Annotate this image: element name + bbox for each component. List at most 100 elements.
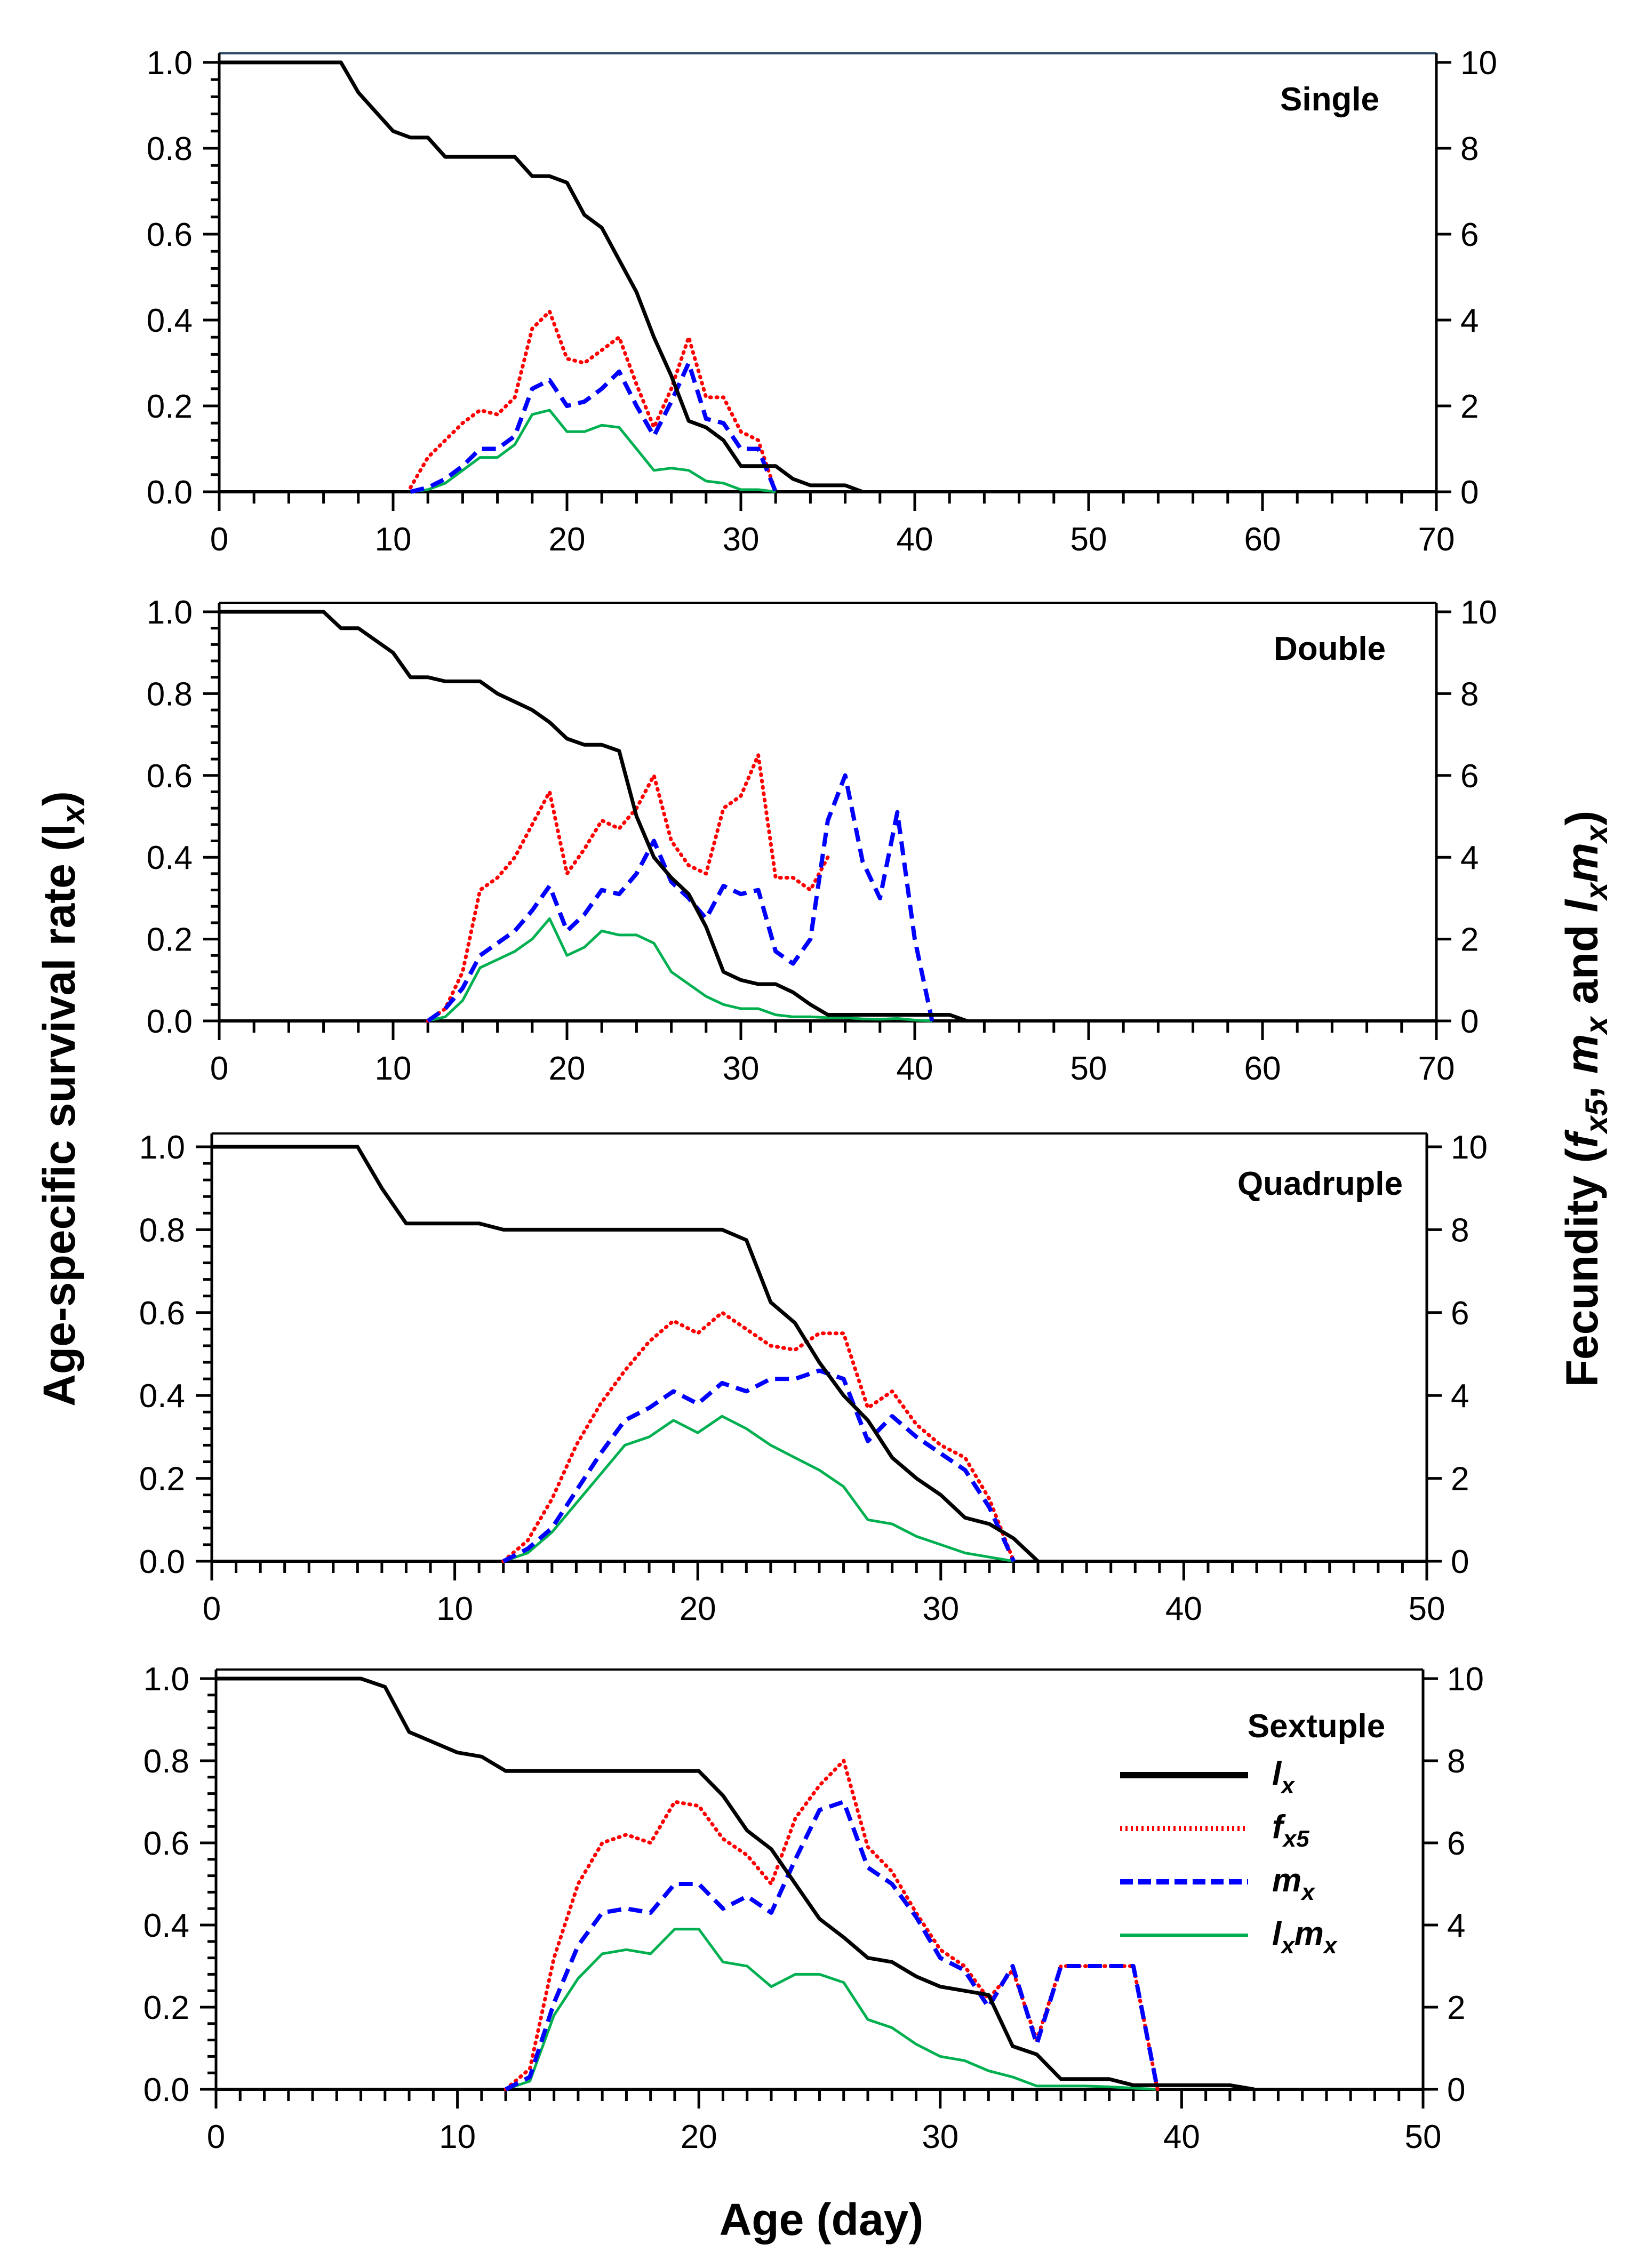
x-tick-label: 30: [922, 1591, 959, 1627]
y-right-tick-label: 4: [1447, 1907, 1465, 1944]
series-line-lx: [219, 610, 968, 1023]
x-tick-label: 20: [680, 1591, 716, 1627]
series-line-fx5: [426, 753, 830, 1023]
y-left-tick-label: 0.0: [147, 1003, 193, 1040]
x-tick-label: 30: [723, 521, 760, 558]
y-left-tick-label: 1.0: [143, 1661, 189, 1698]
series-line-mx: [505, 1800, 1160, 2091]
x-tick-label: 10: [439, 2119, 476, 2155]
x-tick-label: 50: [1070, 1050, 1107, 1087]
y-right-tick-label: 0: [1451, 1544, 1469, 1580]
series-line-lxmx: [427, 917, 932, 1023]
legend-label-lx: lx: [1272, 1755, 1295, 1799]
y-left-tick-label: 0.4: [143, 1907, 189, 1944]
x-tick-label: 40: [1163, 2119, 1200, 2155]
y-left-tick-label: 1.0: [147, 45, 193, 82]
panel-title: Double: [1274, 630, 1386, 667]
x-tick-label: 60: [1244, 521, 1281, 558]
x-tick-label: 0: [203, 1591, 221, 1627]
x-tick-label: 40: [897, 1050, 933, 1087]
y-axis-left-title-sub: x: [55, 804, 91, 825]
y-left-tick-label: 0.4: [147, 302, 193, 339]
y-axis-left-title-close: ): [34, 791, 84, 806]
y-right-tick-label: 8: [1460, 131, 1479, 167]
x-tick-label: 20: [549, 1050, 586, 1087]
legend-label-lxmx: lxmx: [1272, 1915, 1338, 1959]
series-line-mx: [502, 1368, 1016, 1563]
y-left-tick-label: 0.6: [139, 1295, 185, 1332]
y-right-tick-label: 6: [1460, 758, 1479, 795]
y-right-tick-label: 0: [1460, 474, 1479, 511]
x-tick-label: 40: [897, 521, 933, 558]
y-right-tick-label: 2: [1460, 388, 1479, 425]
x-axis-title: Age (day): [720, 2194, 924, 2245]
y-axis-left-title: Age-specific survival rate (lx): [34, 791, 91, 1407]
panel-quadruple: 0 10 20 30 40 50 0.0 0.2 0.4 0.6 0.8 1.0 0 2 4 6 8 10 Quad…: [139, 1129, 1488, 1627]
y-left-tick-label: 0.2: [147, 922, 193, 959]
x-tick-label: 0: [207, 2119, 225, 2155]
y-right-tick-label: 10: [1460, 594, 1497, 631]
y-right-tick-label: 6: [1451, 1295, 1469, 1332]
series-line-lxmx: [505, 1928, 1158, 2091]
y-right-tick-label: 10: [1460, 45, 1497, 82]
y-left-tick-label: 0.2: [139, 1461, 185, 1498]
y-left-tick-label: 1.0: [147, 594, 193, 631]
series-line-mx: [410, 361, 778, 494]
y-right-tick-label: 6: [1447, 1825, 1465, 1862]
y-axis-left-title-main: Age-specific survival rate (l: [34, 824, 84, 1406]
panel-sextuple: 0 10 20 30 40 50 0.0 0.2 0.4 0.6 0.8 1.0 0 2 4 6 8 10 Sext…: [143, 1661, 1484, 2155]
series-line-fx5: [501, 1311, 1016, 1563]
y-left-tick-label: 0.8: [147, 131, 193, 167]
x-tick-label: 50: [1409, 1591, 1445, 1627]
y-left-tick-label: 0.0: [143, 2072, 189, 2109]
panel-title: Quadruple: [1237, 1165, 1403, 1202]
y-right-tick-label: 4: [1460, 302, 1479, 339]
series-line-lxmx: [410, 409, 776, 493]
y-right-tick-label: 8: [1451, 1212, 1469, 1249]
y-left-tick-label: 0.6: [147, 758, 193, 795]
x-tick-label: 10: [375, 1050, 412, 1087]
x-tick-label: 70: [1418, 521, 1455, 558]
panel-double: 0 10 20 30 40 50 60 70 0.0 0.2 0.4 0.6 0.8 1.0 0 2 4 6 8 10…: [147, 594, 1497, 1087]
x-tick-label: 50: [1070, 521, 1107, 558]
x-tick-label: 50: [1405, 2119, 1442, 2155]
x-tick-label: 20: [549, 521, 586, 558]
x-tick-label: 30: [922, 2119, 958, 2155]
y-left-tick-label: 0.6: [143, 1825, 189, 1862]
panel-single: 0 10 20 30 40 50 60 70 0.0 0.2 0.4 0.6 0.8 1.0 0 2 4 6 8 10…: [147, 45, 1497, 558]
series-line-lx: [216, 1676, 1255, 2091]
y-right-tick-label: 2: [1447, 1990, 1465, 2026]
y-right-tick-label: 10: [1451, 1129, 1488, 1166]
series-line-fx5: [409, 309, 778, 494]
y-left-tick-label: 0.2: [147, 388, 193, 425]
panel-title: Sextuple: [1248, 1708, 1385, 1745]
panel-title: Single: [1280, 81, 1379, 118]
y-right-tick-label: 8: [1447, 1743, 1465, 1780]
x-tick-label: 10: [436, 1591, 473, 1627]
legend: lx fx5 mx lxmx: [1120, 1755, 1338, 1959]
y-axis-right-title: Fecundity (fx5, mx and lxmx): [1557, 811, 1614, 1387]
y-left-tick-label: 0.2: [143, 1990, 189, 2026]
y-left-tick-label: 0.4: [139, 1378, 185, 1415]
legend-label-fx5: fx5: [1272, 1809, 1309, 1852]
y-left-tick-label: 0.8: [143, 1743, 189, 1780]
y-right-tick-label: 6: [1460, 217, 1479, 253]
legend-label-mx: mx: [1272, 1862, 1315, 1905]
series-line-mx: [426, 773, 934, 1023]
series-line-lxmx: [502, 1415, 1014, 1563]
x-tick-label: 10: [375, 521, 412, 558]
y-left-tick-label: 0.4: [147, 840, 193, 876]
y-left-tick-label: 0.0: [139, 1544, 185, 1580]
y-left-tick-label: 0.8: [147, 676, 193, 713]
y-right-tick-label: 10: [1447, 1661, 1484, 1698]
y-right-tick-label: 0: [1460, 1003, 1479, 1040]
y-right-tick-label: 8: [1460, 676, 1479, 713]
y-right-tick-label: 4: [1460, 840, 1479, 876]
y-left-tick-label: 1.0: [139, 1129, 185, 1166]
series-line-fx5: [504, 1759, 1160, 2091]
x-tick-label: 0: [210, 1050, 228, 1087]
series-line-lx: [212, 1145, 1040, 1563]
x-tick-label: 30: [723, 1050, 760, 1087]
x-tick-label: 60: [1244, 1050, 1281, 1087]
